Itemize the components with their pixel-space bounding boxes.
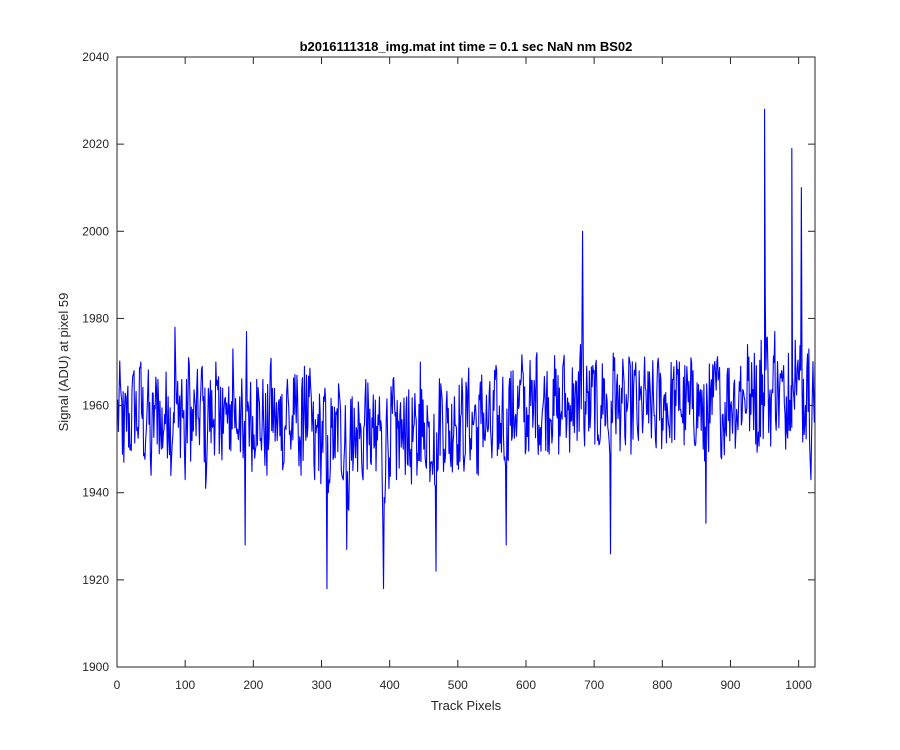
y-tick-label: 2020 (82, 137, 109, 151)
y-axis-label: Signal (ADU) at pixel 59 (56, 293, 71, 432)
y-tick-label: 1940 (82, 486, 109, 500)
x-tick-label: 800 (652, 678, 672, 692)
x-tick-label: 300 (311, 678, 331, 692)
plot-area-background (117, 57, 815, 667)
y-tick-label: 1960 (82, 399, 109, 413)
axes-box (116, 56, 816, 668)
data-layer (116, 108, 816, 590)
x-tick-label: 900 (720, 678, 740, 692)
y-tick-label: 1920 (82, 573, 109, 587)
x-tick-label: 200 (243, 678, 263, 692)
x-tick-label: 0 (114, 678, 121, 692)
y-axis-ticks: 1900 1920 1940 1960 1980 2000 2020 2040 (82, 50, 815, 674)
x-tick-label: 100 (175, 678, 195, 692)
x-tick-label: 500 (448, 678, 468, 692)
signal-series-line (116, 108, 816, 590)
x-tick-label: 400 (380, 678, 400, 692)
y-tick-label: 2040 (82, 50, 109, 64)
y-tick-label: 1900 (82, 660, 109, 674)
y-tick-label: 1980 (82, 311, 109, 325)
x-axis-ticks: 0 100 200 300 400 500 600 700 800 900 1000 (114, 57, 812, 692)
x-tick-label: 700 (584, 678, 604, 692)
y-tick-label: 2000 (82, 224, 109, 238)
x-tick-label: 600 (516, 678, 536, 692)
x-axis-label: Track Pixels (431, 698, 502, 713)
chart-title: b2016111318_img.mat int time = 0.1 sec N… (300, 39, 633, 54)
x-tick-label: 1000 (785, 678, 812, 692)
